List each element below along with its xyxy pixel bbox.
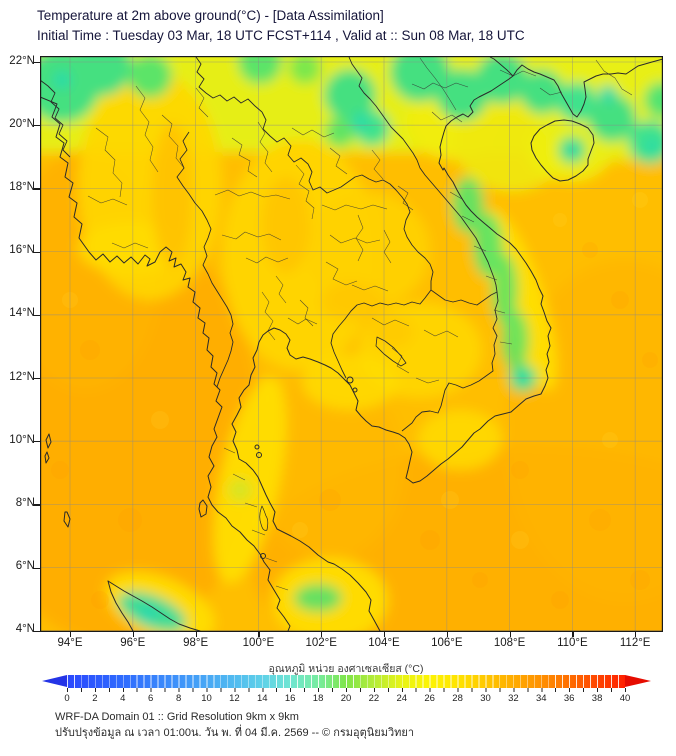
page-subtitle: Initial Time : Tuesday 03 Mar, 18 UTC FC… [37,28,525,43]
lat-label: 4°N [15,623,35,636]
colorbar-tick-label: 22 [368,693,380,704]
lat-label: 10°N [9,433,35,446]
lat-tick [34,188,40,190]
colorbar-tick-label: 10 [201,693,212,704]
lat-tick [34,504,40,506]
colorbar-title: อุณหภูมิ หน่วย องศาเซลเซียส (°C) [268,663,424,675]
lon-label: 112°E [619,637,651,649]
lon-tick [258,631,260,637]
lat-label: 22°N [9,54,35,67]
lon-label: 94°E [57,637,83,649]
lon-tick [509,631,511,637]
lat-label: 16°N [9,244,35,257]
lon-tick [195,631,197,637]
temperature-map [40,56,663,632]
lat-tick [34,567,40,569]
lon-label: 98°E [183,637,209,649]
temperature-field [40,56,663,632]
colorbar-tick-label: 12 [229,693,240,704]
colorbar-gradient [67,675,625,688]
colorbar-tick-label: 4 [120,693,126,704]
lat-tick [34,62,40,64]
colorbar-ticks [67,688,626,692]
colorbar-tick-label: 32 [508,693,519,704]
colorbar-tick-label: 14 [257,693,268,704]
lat-label: 18°N [9,180,35,193]
lon-tick [132,631,134,637]
lat-tick [34,378,40,380]
lat-tick [34,125,40,127]
colorbar-tick-label: 2 [92,693,98,704]
footer-domain-info: WRF-DA Domain 01 :: Grid Resolution 9km … [55,711,299,723]
colorbar-tick-label: 24 [396,693,408,704]
country-borders [40,56,514,432]
lon-tick [321,631,323,637]
colorbar-tick-label: 20 [340,693,352,704]
colorbar-tick-label: 16 [284,693,296,704]
lon-label: 106°E [431,637,463,649]
lat-tick [34,314,40,316]
lon-label: 100°E [242,637,275,649]
lat-label: 8°N [15,496,35,509]
colorbar-tick-label: 8 [175,693,182,704]
colorbar-tick-label: 34 [536,693,547,704]
page-title: Temperature at 2m above ground(°C) - [Da… [37,8,384,23]
colorbar-tick-label: 38 [591,693,603,704]
colorbar-tick-label: 18 [312,693,324,704]
colorbar-tick-label: 6 [148,693,154,704]
title-block: Temperature at 2m above ground(°C) - [Da… [37,6,525,46]
lat-tick [34,251,40,253]
lat-label: 6°N [15,560,35,573]
colorbar-tick-label: 28 [452,693,463,704]
lat-label: 20°N [9,117,35,130]
lon-tick [70,631,72,637]
colorbar-left-arrow [42,675,67,687]
lon-tick [446,631,448,637]
lat-tick [34,630,40,632]
lon-tick [572,631,574,637]
colorbar-tick-label: 26 [424,693,435,704]
lon-tick [384,631,386,637]
lon-label: 108°E [493,637,526,649]
lat-label: 12°N [9,370,35,383]
colorbar-right-arrow [625,675,651,687]
lon-tick [635,631,637,637]
coastlines [40,58,663,632]
plot-frame [40,56,663,632]
colorbar-tick-label: 40 [619,693,631,704]
lat-label: 14°N [9,307,35,320]
lon-label: 102°E [305,637,337,649]
province-borders [87,57,633,591]
footer-update-info: ปรับปรุงข้อมูล ณ เวลา 01:00น. วัน พ. ที่… [55,726,415,739]
sea-mottling-dark [51,242,658,609]
lon-label: 104°E [368,637,400,649]
colorbar-tick-label: 30 [480,693,491,704]
lon-label: 96°E [120,637,146,649]
lon-label: 110°E [557,637,588,649]
footer-block: WRF-DA Domain 01 :: Grid Resolution 9km … [55,710,414,741]
colorbar-tick-label: 0 [64,693,70,704]
sea-mottling-light [62,192,648,549]
lat-tick [34,441,40,443]
colorbar-tick-label: 36 [563,693,575,704]
